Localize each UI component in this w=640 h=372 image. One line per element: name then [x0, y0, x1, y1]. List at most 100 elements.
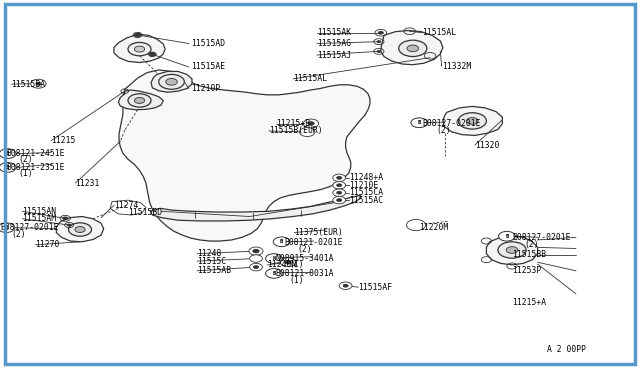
Circle shape [333, 189, 346, 196]
Text: 11215: 11215 [51, 136, 76, 145]
Text: B: B [272, 271, 276, 276]
Circle shape [378, 31, 383, 34]
Circle shape [467, 118, 478, 124]
Circle shape [411, 118, 428, 128]
Text: 11274: 11274 [114, 201, 138, 210]
Text: B08121-2451E: B08121-2451E [6, 149, 65, 158]
Circle shape [249, 247, 263, 255]
Text: 11515AB: 11515AB [197, 266, 231, 275]
Circle shape [333, 174, 346, 182]
Circle shape [128, 42, 151, 56]
Text: 11515B(EUR): 11515B(EUR) [269, 126, 323, 135]
Circle shape [250, 255, 262, 262]
Circle shape [166, 78, 177, 85]
Text: 11375(EUR): 11375(EUR) [294, 228, 343, 237]
Polygon shape [119, 70, 370, 241]
Text: 11215+A: 11215+A [512, 298, 546, 307]
Text: 11515AC: 11515AC [349, 196, 383, 205]
Circle shape [303, 119, 319, 128]
Circle shape [337, 176, 342, 179]
Text: 11231: 11231 [76, 179, 100, 187]
Text: (2): (2) [12, 230, 26, 239]
Circle shape [407, 45, 419, 52]
Circle shape [333, 182, 346, 189]
Circle shape [0, 223, 15, 232]
Text: N: N [272, 256, 276, 261]
Text: B08127-0201E: B08127-0201E [0, 223, 58, 232]
Text: 11215+B: 11215+B [276, 119, 310, 128]
Text: B: B [280, 239, 284, 244]
Circle shape [300, 128, 315, 137]
Polygon shape [151, 71, 192, 92]
Circle shape [337, 184, 342, 187]
Circle shape [31, 79, 46, 88]
Text: 11320: 11320 [475, 141, 499, 150]
Text: 11515AM: 11515AM [22, 214, 56, 223]
Circle shape [285, 260, 291, 264]
Text: 11515AK: 11515AK [317, 28, 351, 37]
Circle shape [343, 284, 348, 287]
Text: B: B [6, 165, 10, 170]
Circle shape [308, 122, 314, 125]
Text: (2): (2) [525, 240, 540, 249]
Circle shape [337, 191, 342, 194]
Circle shape [0, 149, 16, 158]
Text: 11515AJ: 11515AJ [317, 51, 351, 60]
Text: 11515BA: 11515BA [12, 80, 45, 89]
Circle shape [134, 33, 141, 37]
Circle shape [67, 224, 71, 226]
Text: 11248: 11248 [197, 249, 221, 258]
Text: 11515C: 11515C [197, 257, 227, 266]
Circle shape [0, 163, 16, 172]
Circle shape [128, 94, 151, 107]
Text: (1): (1) [289, 276, 304, 285]
Text: B: B [505, 234, 509, 239]
Circle shape [337, 199, 342, 202]
Circle shape [273, 237, 290, 247]
Text: 11253P: 11253P [512, 266, 541, 275]
Text: 11515BB: 11515BB [512, 250, 546, 259]
Circle shape [506, 247, 518, 253]
Circle shape [75, 227, 85, 232]
Polygon shape [118, 90, 163, 110]
Circle shape [266, 269, 282, 278]
Polygon shape [443, 106, 502, 135]
Circle shape [63, 217, 68, 220]
Circle shape [149, 52, 156, 56]
Circle shape [339, 282, 352, 289]
Text: (2): (2) [436, 126, 451, 135]
Circle shape [377, 41, 381, 43]
Circle shape [253, 249, 259, 253]
Circle shape [134, 46, 145, 52]
Text: 11515CA: 11515CA [349, 188, 383, 197]
Circle shape [36, 82, 41, 85]
Circle shape [253, 266, 259, 269]
Text: 11515AG: 11515AG [317, 39, 351, 48]
Circle shape [266, 254, 282, 263]
Text: B08121-2351E: B08121-2351E [6, 163, 65, 172]
Circle shape [406, 219, 426, 231]
Polygon shape [114, 34, 165, 62]
Text: B08127-0201E: B08127-0201E [512, 233, 570, 242]
Text: A 2 00PP: A 2 00PP [547, 345, 586, 354]
Text: 11240N: 11240N [268, 260, 297, 269]
Text: B: B [4, 225, 8, 230]
Text: 11515BD: 11515BD [128, 208, 162, 217]
Circle shape [333, 196, 346, 204]
Circle shape [280, 258, 296, 267]
Text: N08915-3401A: N08915-3401A [275, 254, 333, 263]
Circle shape [499, 231, 515, 241]
Text: 11515AL: 11515AL [293, 74, 327, 83]
Text: B08121-0031A: B08121-0031A [275, 269, 333, 278]
Text: 11220M: 11220M [419, 223, 449, 232]
Circle shape [458, 113, 486, 129]
Circle shape [159, 74, 184, 89]
Text: B08121-0201E: B08121-0201E [285, 238, 343, 247]
Circle shape [498, 242, 526, 258]
Text: (1): (1) [289, 260, 304, 269]
Text: 11332M: 11332M [442, 62, 471, 71]
Text: 11515AN: 11515AN [22, 207, 56, 216]
Text: B08127-0201E: B08127-0201E [422, 119, 481, 128]
Text: 11248+A: 11248+A [349, 173, 383, 182]
Polygon shape [381, 31, 443, 65]
